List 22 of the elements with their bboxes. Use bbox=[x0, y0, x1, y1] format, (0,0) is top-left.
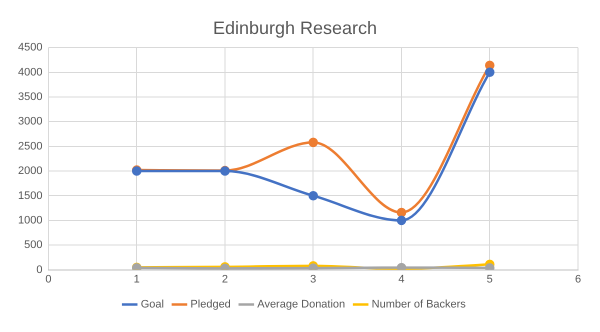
y-tick-label: 4000 bbox=[18, 66, 42, 78]
y-tick-label: 4500 bbox=[18, 42, 42, 54]
y-tick-label: 2000 bbox=[18, 165, 42, 178]
legend-label: Goal bbox=[140, 298, 164, 311]
chart-title: Edinburgh Research bbox=[212, 18, 378, 38]
y-tick-label: 1500 bbox=[18, 190, 42, 202]
y-tick-label: 0 bbox=[36, 264, 42, 276]
x-tick-label: 2 bbox=[222, 273, 228, 286]
legend-label: Pledged bbox=[190, 298, 231, 311]
y-tick-label: 3500 bbox=[18, 91, 42, 104]
x-tick-label: 3 bbox=[310, 273, 316, 286]
y-tick-label: 3000 bbox=[18, 116, 42, 128]
x-tick-label: 5 bbox=[486, 273, 493, 286]
x-tick-label: 6 bbox=[574, 273, 582, 286]
y-tick-label: 1000 bbox=[18, 214, 42, 226]
y-tick-label: 500 bbox=[24, 239, 42, 252]
x-tick-label: 4 bbox=[398, 273, 405, 286]
legend-label: Average Donation bbox=[257, 298, 346, 311]
y-tick-label: 2500 bbox=[18, 140, 42, 152]
legend-label: Number of Backers bbox=[372, 298, 466, 311]
x-tick-label: 0 bbox=[45, 273, 52, 286]
x-tick-label: 1 bbox=[134, 273, 140, 286]
